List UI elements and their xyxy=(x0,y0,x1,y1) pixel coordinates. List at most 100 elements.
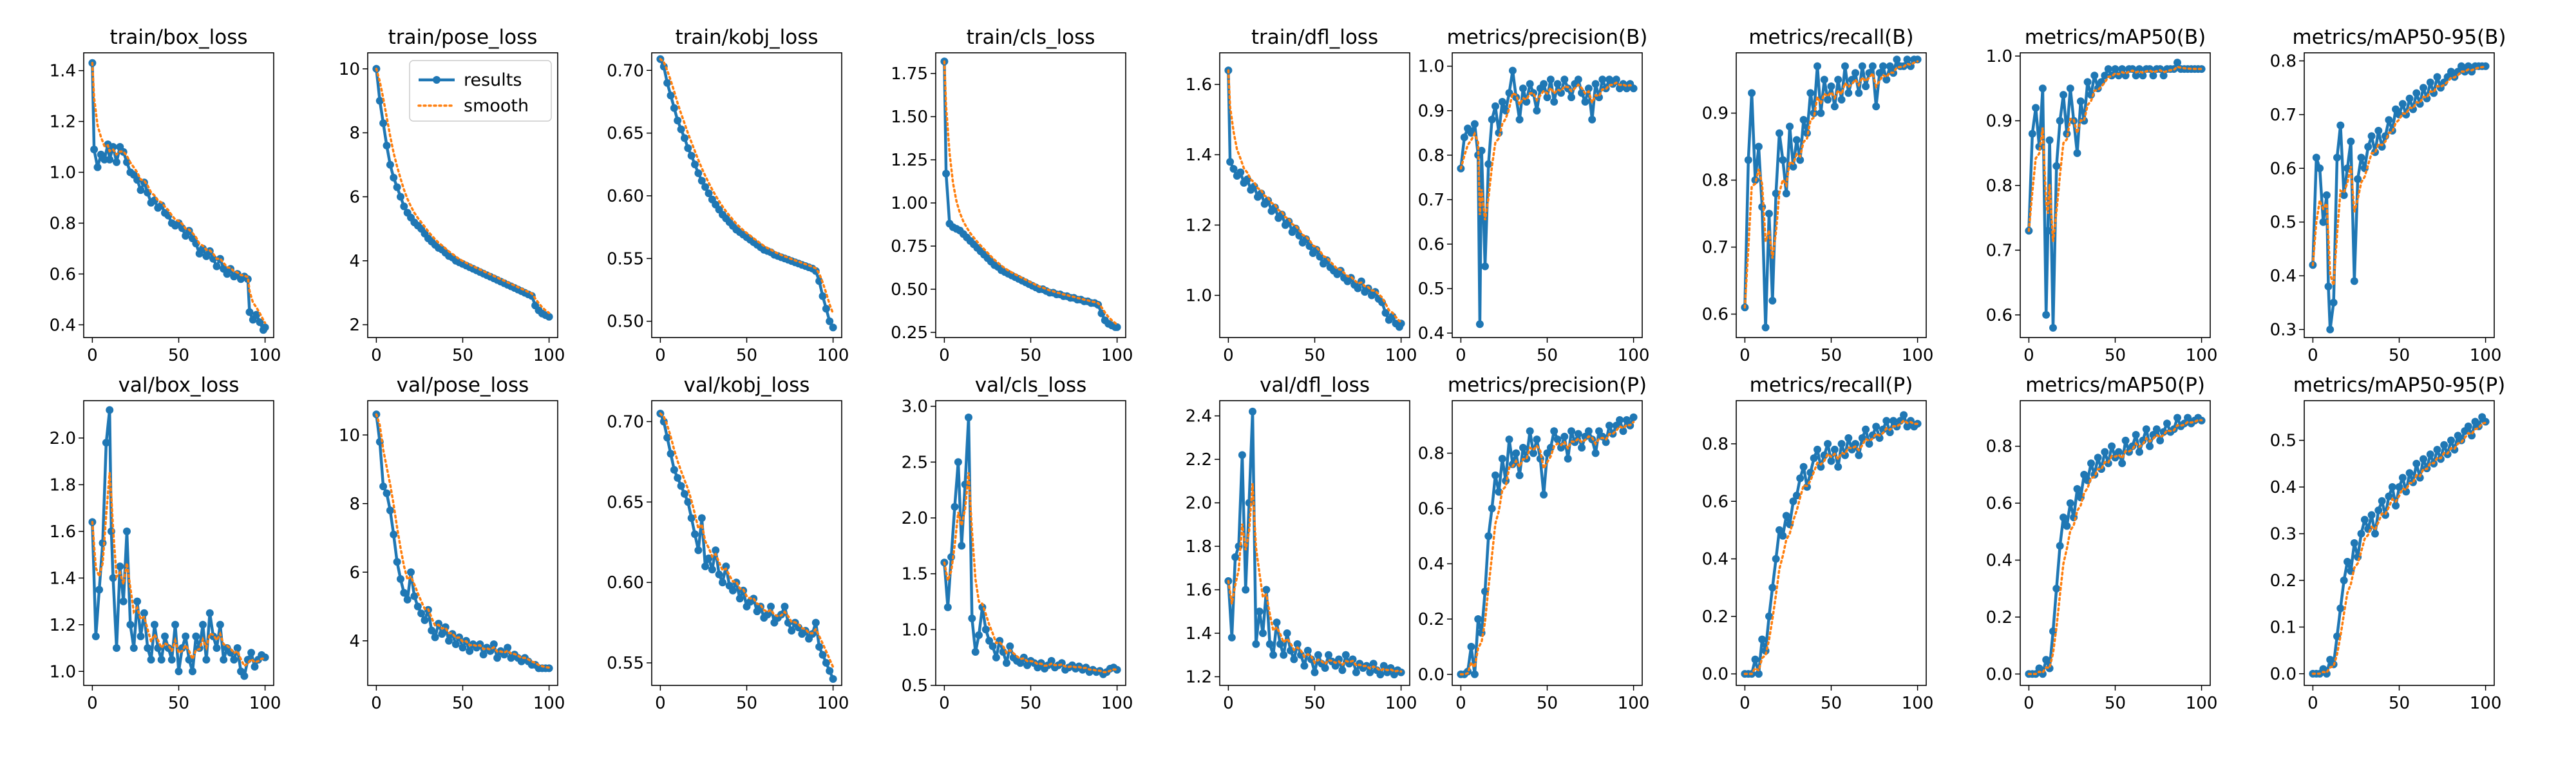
x-tick-label: 50 xyxy=(736,694,757,713)
subplot-title: train/kobj_loss xyxy=(675,26,818,49)
results-point xyxy=(1799,463,1808,471)
results-point xyxy=(2347,137,2355,146)
x-tick-label: 100 xyxy=(1101,694,1133,713)
results-point xyxy=(2080,470,2088,479)
results-point xyxy=(167,656,176,664)
y-tick-label: 8 xyxy=(349,124,360,143)
x-tick-label: 50 xyxy=(168,694,189,713)
results-point xyxy=(1295,231,1303,240)
results-point xyxy=(1477,146,1486,155)
y-tick-label: 1.6 xyxy=(1186,581,1212,600)
results-point xyxy=(1629,84,1638,93)
results-point xyxy=(1229,165,1238,173)
results-point xyxy=(1369,660,1378,668)
subplot-title: val/pose_loss xyxy=(397,374,529,397)
results-point xyxy=(202,656,211,664)
y-tick-label: 0.0 xyxy=(1418,665,1444,685)
results-point xyxy=(2108,442,2116,450)
results-point xyxy=(985,636,994,645)
results-point xyxy=(667,91,675,100)
results-point xyxy=(451,640,460,649)
results-point xyxy=(691,160,699,169)
y-tick-label: 1.4 xyxy=(1186,624,1212,644)
results-point xyxy=(1782,189,1790,198)
results-point xyxy=(822,659,830,667)
results-point xyxy=(826,317,834,325)
x-tick-label: 50 xyxy=(1304,346,1325,365)
results-point xyxy=(2118,459,2126,468)
subplot-title: val/cls_loss xyxy=(975,374,1087,397)
results-point xyxy=(220,656,228,664)
results-point xyxy=(390,173,398,182)
smooth-line xyxy=(943,60,1119,326)
results-point xyxy=(2326,325,2334,334)
x-tick-label: 100 xyxy=(249,694,281,713)
y-tick-label: 0.50 xyxy=(607,312,644,332)
y-tick-label: 0.6 xyxy=(1418,235,1444,254)
results-point xyxy=(1578,444,1586,452)
smooth-line xyxy=(375,68,551,314)
results-point xyxy=(1293,640,1302,648)
results-point xyxy=(2042,310,2050,319)
results-point xyxy=(1844,434,1853,442)
subplot-17: metrics/mAP50-95(P) 0.0 0.1 0.2 0.3 0.4 0.5 0 50… xyxy=(2270,374,2506,713)
results-point xyxy=(1796,474,1804,482)
results-point xyxy=(393,558,401,566)
y-tick-label: 0.4 xyxy=(1418,555,1444,574)
results-point xyxy=(1612,75,1620,84)
y-tick-label: 0.8 xyxy=(1418,146,1444,166)
results-point xyxy=(1768,296,1777,305)
results-point xyxy=(942,169,951,178)
smooth-line xyxy=(943,472,1119,674)
results-point xyxy=(161,632,169,640)
results-point xyxy=(1515,115,1524,124)
results-point xyxy=(1553,435,1562,444)
results-point xyxy=(1824,440,1832,448)
results-point xyxy=(674,473,682,482)
results-point xyxy=(719,578,726,587)
x-tick-label: 100 xyxy=(2470,346,2502,365)
results-point xyxy=(1488,504,1496,513)
results-point xyxy=(379,119,388,128)
results-point xyxy=(2063,522,2071,530)
results-point xyxy=(701,183,710,191)
results-point xyxy=(182,632,190,640)
y-tick-label: 2.5 xyxy=(902,453,928,472)
results-point xyxy=(697,514,706,522)
y-tick-label: 0.4 xyxy=(50,316,76,335)
results-point xyxy=(1238,451,1246,459)
results-point xyxy=(1226,158,1235,166)
results-line xyxy=(1459,69,1635,326)
results-point xyxy=(1314,651,1322,659)
results-point xyxy=(1553,80,1562,88)
results-point xyxy=(1530,449,1537,457)
results-point xyxy=(729,586,737,595)
y-tick-label: 0.4 xyxy=(1418,324,1444,343)
results-point xyxy=(1817,109,1825,117)
results-point xyxy=(205,609,214,617)
results-point xyxy=(1789,497,1797,506)
results-point xyxy=(1113,323,1121,331)
results-point xyxy=(109,143,117,151)
y-tick-label: 1.75 xyxy=(891,64,928,84)
y-tick-label: 1.00 xyxy=(891,194,928,213)
results-point xyxy=(2132,431,2140,439)
results-point xyxy=(2142,425,2150,434)
x-tick-label: 0 xyxy=(371,346,382,365)
y-tick-label: 0.8 xyxy=(50,214,76,233)
results-point xyxy=(123,527,131,535)
y-tick-label: 1.0 xyxy=(50,163,76,182)
results-point xyxy=(1754,670,1763,678)
subplot-8: metrics/mAP50-95(B) 0.3 0.4 0.5 0.6 0.7 0.8 0 50… xyxy=(2270,26,2506,365)
results-point xyxy=(2028,129,2036,138)
results-point xyxy=(1834,463,1842,471)
results-point xyxy=(1481,262,1489,271)
y-tick-label: 0.0 xyxy=(2270,665,2297,684)
x-tick-label: 100 xyxy=(533,346,565,365)
results-point xyxy=(256,318,264,327)
results-point xyxy=(1252,640,1260,648)
results-point xyxy=(189,667,196,676)
results-point xyxy=(1886,428,1894,437)
results-point xyxy=(1016,659,1025,667)
results-point xyxy=(133,176,142,184)
